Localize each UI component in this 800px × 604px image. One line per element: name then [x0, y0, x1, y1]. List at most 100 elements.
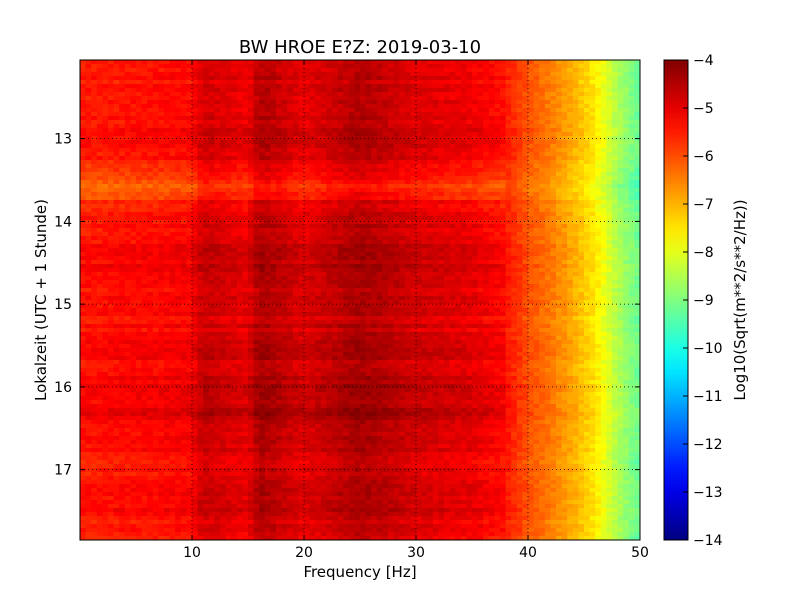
heatmap-cell: [376, 248, 383, 253]
heatmap-cell: [113, 224, 120, 229]
heatmap-cell: [186, 204, 193, 209]
heatmap-cell: [516, 116, 523, 121]
heatmap-cell: [449, 236, 456, 241]
heatmap-cell: [276, 68, 282, 73]
heatmap-cell: [320, 160, 327, 165]
heatmap-cell: [466, 96, 473, 101]
heatmap-cell: [102, 136, 109, 141]
heatmap-cell: [343, 160, 350, 165]
heatmap-cell: [96, 112, 103, 117]
heatmap-cell: [500, 116, 506, 121]
heatmap-cell: [102, 64, 109, 69]
heatmap-cell: [634, 192, 641, 197]
heatmap-cell: [180, 156, 187, 161]
heatmap-cell: [259, 224, 266, 229]
heatmap-cell: [242, 76, 249, 81]
heatmap-cell: [572, 156, 579, 161]
heatmap-cell: [304, 124, 310, 129]
heatmap-cell: [136, 252, 142, 257]
heatmap-cell: [169, 236, 176, 241]
heatmap-cell: [326, 192, 333, 197]
heatmap-cell: [612, 76, 618, 81]
heatmap-cell: [488, 144, 495, 149]
heatmap-cell: [113, 104, 120, 109]
heatmap-cell: [460, 80, 467, 85]
heatmap-cell: [438, 144, 445, 149]
heatmap-cell: [236, 256, 243, 261]
heatmap-cell: [208, 80, 215, 85]
heatmap-cell: [623, 252, 630, 257]
heatmap-cell: [376, 96, 383, 101]
heatmap-cell: [158, 132, 165, 137]
heatmap-cell: [628, 124, 635, 129]
heatmap-cell: [472, 176, 478, 181]
heatmap-cell: [449, 96, 456, 101]
heatmap-cell: [617, 180, 624, 185]
heatmap-cell: [332, 132, 338, 137]
heatmap-cell: [589, 244, 596, 249]
heatmap-cell: [315, 236, 322, 241]
heatmap-cell: [550, 68, 557, 73]
heatmap-cell: [259, 124, 266, 129]
heatmap-cell: [572, 220, 579, 225]
heatmap-cell: [584, 80, 590, 85]
heatmap-cell: [511, 104, 518, 109]
heatmap-cell: [281, 252, 288, 257]
heatmap-cell: [595, 212, 602, 217]
heatmap-cell: [371, 68, 378, 73]
heatmap-cell: [253, 116, 260, 121]
heatmap-cell: [253, 148, 260, 153]
heatmap-cell: [220, 88, 226, 93]
heatmap-cell: [197, 248, 204, 253]
heatmap-cell: [270, 212, 277, 217]
heatmap-cell: [561, 240, 568, 245]
heatmap-cell: [180, 232, 187, 237]
heatmap-cell: [309, 176, 316, 181]
heatmap-cell: [298, 176, 305, 181]
heatmap-cell: [488, 120, 495, 125]
heatmap-cell: [315, 196, 322, 201]
heatmap-cell: [584, 96, 590, 101]
heatmap-cell: [326, 112, 333, 117]
heatmap-cell: [522, 120, 529, 125]
heatmap-cell: [511, 100, 518, 105]
heatmap-cell: [180, 84, 187, 89]
heatmap-cell: [354, 224, 361, 229]
heatmap-cell: [197, 92, 204, 97]
heatmap-cell: [617, 200, 624, 205]
heatmap-cell: [214, 104, 221, 109]
heatmap-cell: [494, 92, 501, 97]
heatmap-cell: [164, 140, 170, 145]
heatmap-cell: [164, 192, 170, 197]
heatmap-cell: [231, 196, 238, 201]
heatmap-cell: [505, 128, 512, 133]
heatmap-cell: [472, 248, 478, 253]
heatmap-cell: [354, 112, 361, 117]
heatmap-cell: [292, 152, 299, 157]
heatmap-cell: [472, 140, 478, 145]
heatmap-cell: [399, 168, 406, 173]
heatmap-cell: [192, 60, 198, 65]
heatmap-cell: [264, 232, 271, 237]
heatmap-cell: [539, 160, 546, 165]
heatmap-cell: [315, 204, 322, 209]
heatmap-cell: [360, 108, 366, 113]
heatmap-cell: [444, 252, 450, 257]
heatmap-cell: [371, 240, 378, 245]
heatmap-cell: [572, 92, 579, 97]
heatmap-cell: [141, 240, 148, 245]
heatmap-cell: [584, 88, 590, 93]
heatmap-cell: [628, 228, 635, 233]
heatmap-cell: [472, 120, 478, 125]
heatmap-cell: [578, 100, 585, 105]
heatmap-cell: [264, 76, 271, 81]
heatmap-cell: [124, 184, 131, 189]
heatmap-cell: [96, 252, 103, 257]
heatmap-cell: [404, 140, 411, 145]
heatmap-cell: [578, 88, 585, 93]
heatmap-cell: [136, 88, 142, 93]
heatmap-cell: [365, 76, 372, 81]
heatmap-cell: [628, 200, 635, 205]
heatmap-cell: [388, 168, 394, 173]
heatmap-cell: [606, 68, 613, 73]
